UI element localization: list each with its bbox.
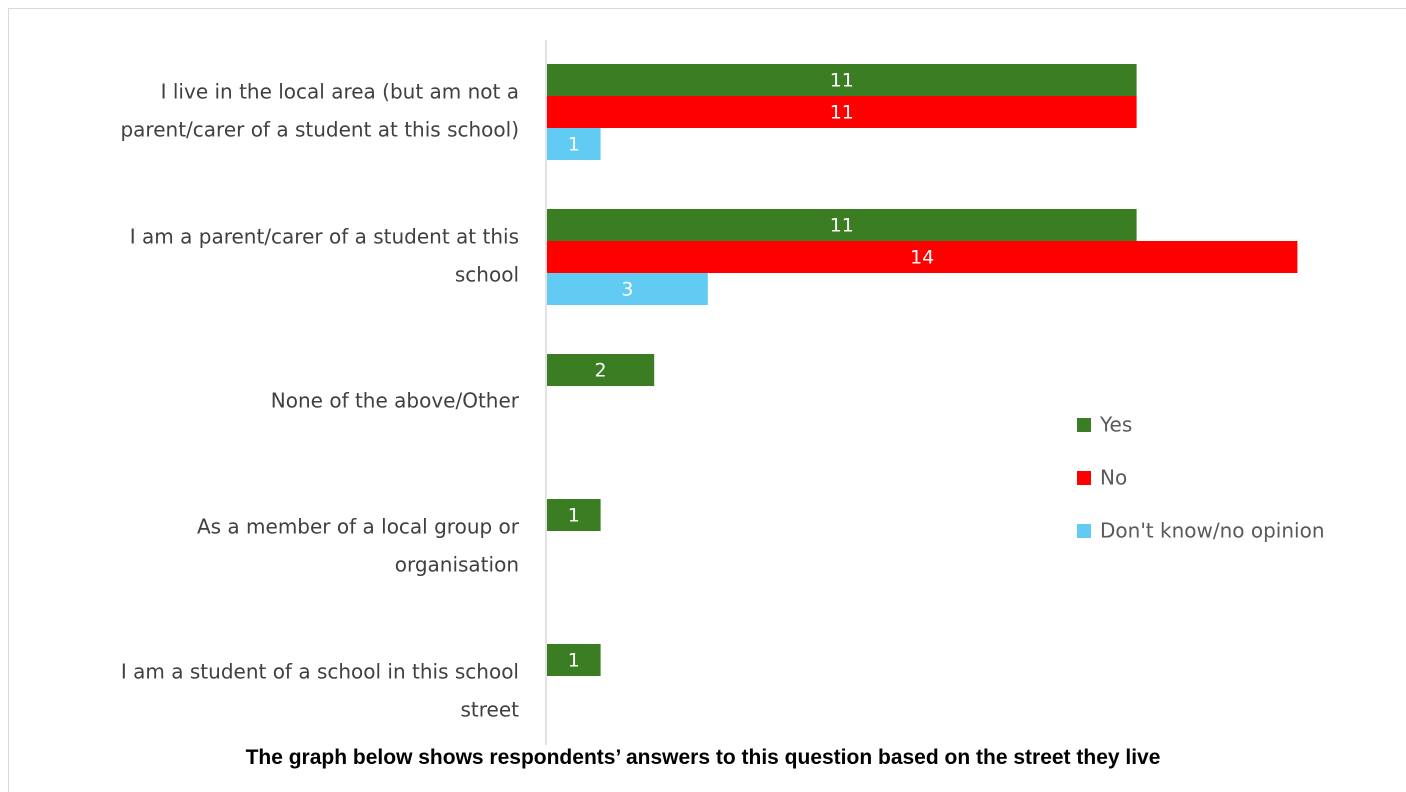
category-label-line: I live in the local area (but am not a (161, 80, 519, 104)
legend-swatch (1077, 471, 1091, 485)
category-label: None of the above/Other (271, 389, 520, 413)
category-label-line: I am a parent/carer of a student at this (130, 225, 519, 249)
legend-label: No (1100, 466, 1127, 490)
category-label-line: I am a student of a school in this schoo… (121, 660, 519, 684)
legend-swatch (1077, 418, 1091, 432)
category-label-line: As a member of a local group or (197, 515, 520, 539)
figure-caption: The graph below shows respondents’ answe… (245, 746, 1161, 769)
category-label-line: school (455, 263, 519, 287)
data-label: 1 (568, 505, 580, 527)
bar-no (547, 241, 1298, 273)
category-label-line: None of the above/Other (271, 389, 520, 413)
data-label: 11 (830, 215, 854, 237)
category-label-line: street (461, 698, 520, 722)
category-label: I am a parent/carer of a student at this… (130, 225, 519, 287)
bar-yes (547, 64, 1137, 96)
data-label: 1 (568, 650, 580, 672)
chart-frame (8, 8, 1406, 792)
legend: Yes No Don't know/no opinion (1077, 413, 1325, 543)
legend-label: Don't know/no opinion (1100, 519, 1325, 543)
category-labels: I live in the local area (but am not a pa… (120, 80, 519, 722)
category-label: I live in the local area (but am not a pa… (120, 80, 519, 142)
category-label-line: organisation (395, 553, 519, 577)
data-label: 11 (830, 102, 854, 124)
category-label: I am a student of a school in this schoo… (121, 660, 519, 722)
category-label-line: parent/carer of a student at this school… (120, 118, 519, 142)
bar-yes (547, 209, 1137, 241)
category-label: As a member of a local group or organisat… (197, 515, 520, 577)
data-label: 1 (568, 134, 580, 156)
bar-yes (547, 499, 601, 531)
bar-don-t-know-no-opinion (547, 273, 708, 305)
bar-don-t-know-no-opinion (547, 128, 601, 160)
data-label: 14 (910, 247, 934, 269)
bar-no (547, 96, 1137, 128)
legend-swatch (1077, 524, 1091, 538)
data-label: 3 (621, 279, 633, 301)
bar-yes (547, 644, 601, 676)
bar-yes (547, 354, 655, 386)
data-label: 11 (830, 70, 854, 92)
legend-label: Yes (1099, 413, 1132, 437)
data-label: 2 (595, 360, 607, 382)
